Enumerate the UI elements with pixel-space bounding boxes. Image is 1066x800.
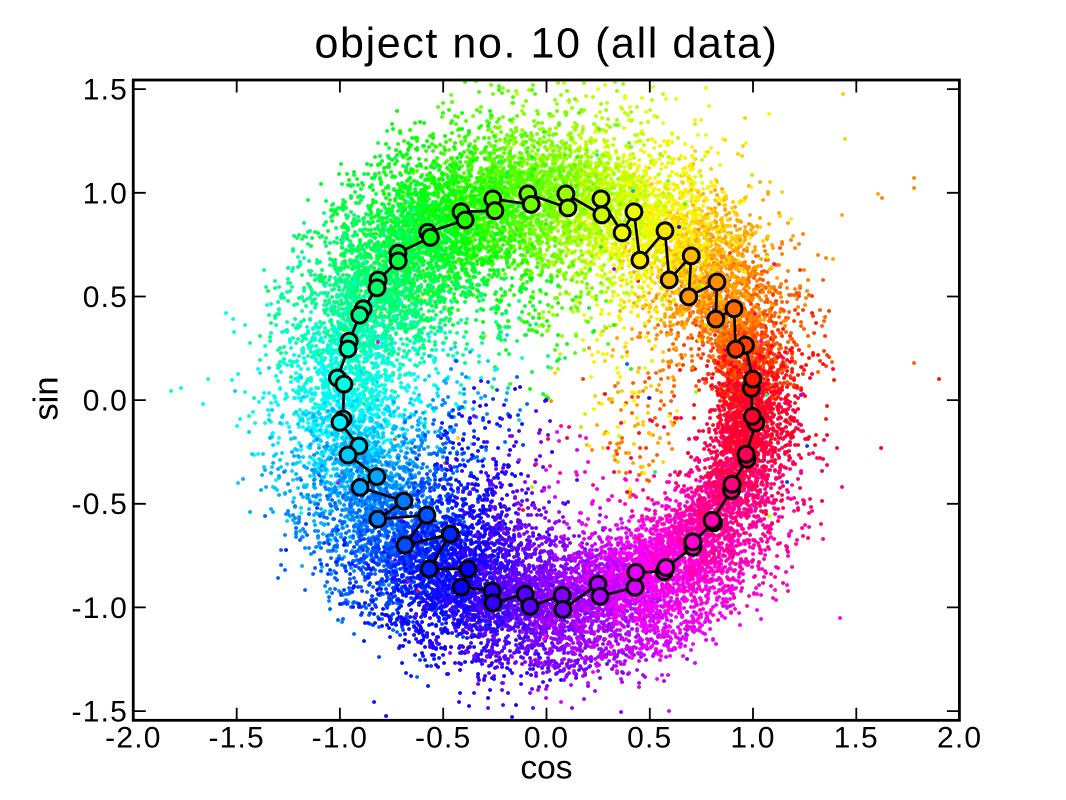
svg-text:0.0: 0.0 [83, 385, 128, 418]
svg-text:-1.5: -1.5 [208, 721, 265, 754]
svg-text:-1.0: -1.0 [312, 721, 369, 754]
svg-text:0.5: 0.5 [627, 721, 672, 754]
svg-text:2.0: 2.0 [937, 721, 982, 754]
svg-text:sin: sin [28, 376, 66, 420]
svg-text:-0.5: -0.5 [72, 488, 129, 521]
svg-text:0.5: 0.5 [83, 281, 128, 314]
svg-text:object no. 10 (all data): object no. 10 (all data) [315, 20, 779, 68]
svg-text:cos: cos [520, 750, 572, 787]
svg-text:-1.5: -1.5 [72, 696, 129, 729]
svg-text:1.5: 1.5 [83, 74, 128, 107]
svg-text:-0.5: -0.5 [415, 721, 472, 754]
svg-text:1.0: 1.0 [83, 177, 128, 210]
svg-text:-2.0: -2.0 [105, 721, 162, 754]
svg-text:0.0: 0.0 [524, 721, 569, 754]
svg-text:1.5: 1.5 [834, 721, 879, 754]
svg-text:-1.0: -1.0 [72, 592, 129, 625]
svg-text:1.0: 1.0 [730, 721, 775, 754]
